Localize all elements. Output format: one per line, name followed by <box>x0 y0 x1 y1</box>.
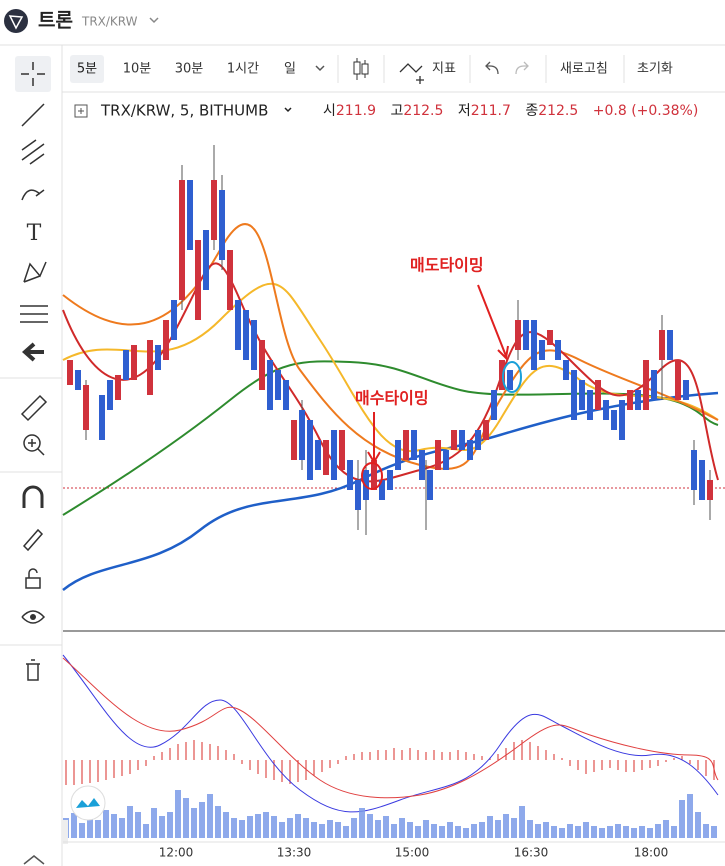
interval[interactable]: 30분 <box>175 62 204 77</box>
ruler-tool[interactable] <box>20 394 48 422</box>
refresh[interactable]: 새로고침 <box>560 62 608 77</box>
collapse[interactable] <box>23 855 45 865</box>
sell-marker <box>502 361 522 393</box>
lock-draw-tool[interactable] <box>22 528 44 552</box>
logo <box>4 9 28 33</box>
sell-arrow <box>477 284 509 361</box>
back-tool[interactable] <box>21 342 44 362</box>
redo[interactable] <box>515 61 529 75</box>
reset[interactable]: 초기화 <box>637 62 673 77</box>
buy-arrow <box>367 412 381 464</box>
sell-annotation: 매도타이밍 <box>410 256 484 275</box>
title: 트론 <box>38 10 73 32</box>
fib-tool[interactable] <box>21 139 45 165</box>
measure-tool[interactable] <box>20 305 48 323</box>
brand-badge <box>70 785 106 821</box>
collapse-legend[interactable] <box>74 104 88 118</box>
indicator-icon[interactable] <box>399 63 424 84</box>
buy-marker <box>361 462 383 490</box>
ma-red <box>62 262 719 483</box>
macd-line <box>62 654 719 813</box>
time-label: 16:30 <box>514 846 549 860</box>
buy-annotation: 매수타이밍 <box>355 389 429 408</box>
high: 212.5 <box>403 103 443 119</box>
line-tool[interactable] <box>21 103 45 127</box>
symbol-dropdown[interactable] <box>284 107 292 113</box>
pattern-tool[interactable] <box>23 261 47 283</box>
indicator-pane <box>62 654 719 844</box>
magnet-tool[interactable] <box>22 485 44 508</box>
lock-icon <box>28 568 38 578</box>
interval-selected[interactable] <box>70 55 104 83</box>
time-axis: 12:00 13:30 15:00 16:30 18:00 <box>159 846 669 860</box>
price-chart <box>62 145 725 591</box>
up-candles <box>67 180 713 500</box>
low: 211.7 <box>471 103 511 119</box>
trash-tool[interactable] <box>26 659 40 681</box>
volume-bars <box>63 790 717 838</box>
ohlc: 시211.9 고212.5 저211.7 종212.5 +0.8 (+0.38%… <box>323 103 698 119</box>
high-label: 고 <box>390 103 403 119</box>
scroll-handle[interactable] <box>62 820 68 844</box>
crosshair-tool[interactable] <box>21 62 45 86</box>
logo-mark <box>8 15 24 30</box>
time-label: 15:00 <box>395 846 430 860</box>
symbol[interactable]: TRX/KRW, 5, BITHUMB <box>100 102 268 120</box>
interval[interactable]: 10분 <box>123 62 152 77</box>
collapse-legend-icon <box>78 108 84 114</box>
chart-type-icon <box>353 61 361 75</box>
lock-tool[interactable] <box>25 577 41 589</box>
brush-tool[interactable] <box>21 189 45 201</box>
macd-histogram <box>65 740 715 785</box>
open-label: 시 <box>323 103 336 119</box>
eye-tool[interactable] <box>21 610 46 624</box>
low-label: 저 <box>458 103 471 119</box>
pair: TRX/KRW <box>81 15 138 29</box>
close: 212.5 <box>538 103 578 119</box>
time-label: 13:30 <box>277 846 312 860</box>
interval-dropdown[interactable] <box>315 65 325 72</box>
time-label: 18:00 <box>634 846 669 860</box>
chart-type-icon <box>361 63 369 75</box>
brand-icon <box>76 798 100 808</box>
undo[interactable] <box>485 61 499 75</box>
tool-selected[interactable] <box>15 56 51 92</box>
signal-line <box>62 657 719 799</box>
interval[interactable]: 5분 <box>77 62 97 77</box>
change: +0.8 (+0.38%) <box>593 103 699 119</box>
zoom-tool[interactable] <box>23 434 41 452</box>
open: 211.9 <box>336 103 376 119</box>
close-label: 종 <box>525 103 538 119</box>
time-label: 12:00 <box>159 846 194 860</box>
indicator[interactable]: 지표 <box>432 62 456 77</box>
zoom-icon <box>28 439 45 456</box>
down-candles <box>75 180 705 510</box>
eye-icon <box>30 614 36 620</box>
text-tool[interactable]: T <box>27 221 42 246</box>
interval[interactable]: 일 <box>284 62 296 77</box>
dropdown[interactable] <box>149 17 159 24</box>
interval[interactable]: 1시간 <box>227 62 259 77</box>
